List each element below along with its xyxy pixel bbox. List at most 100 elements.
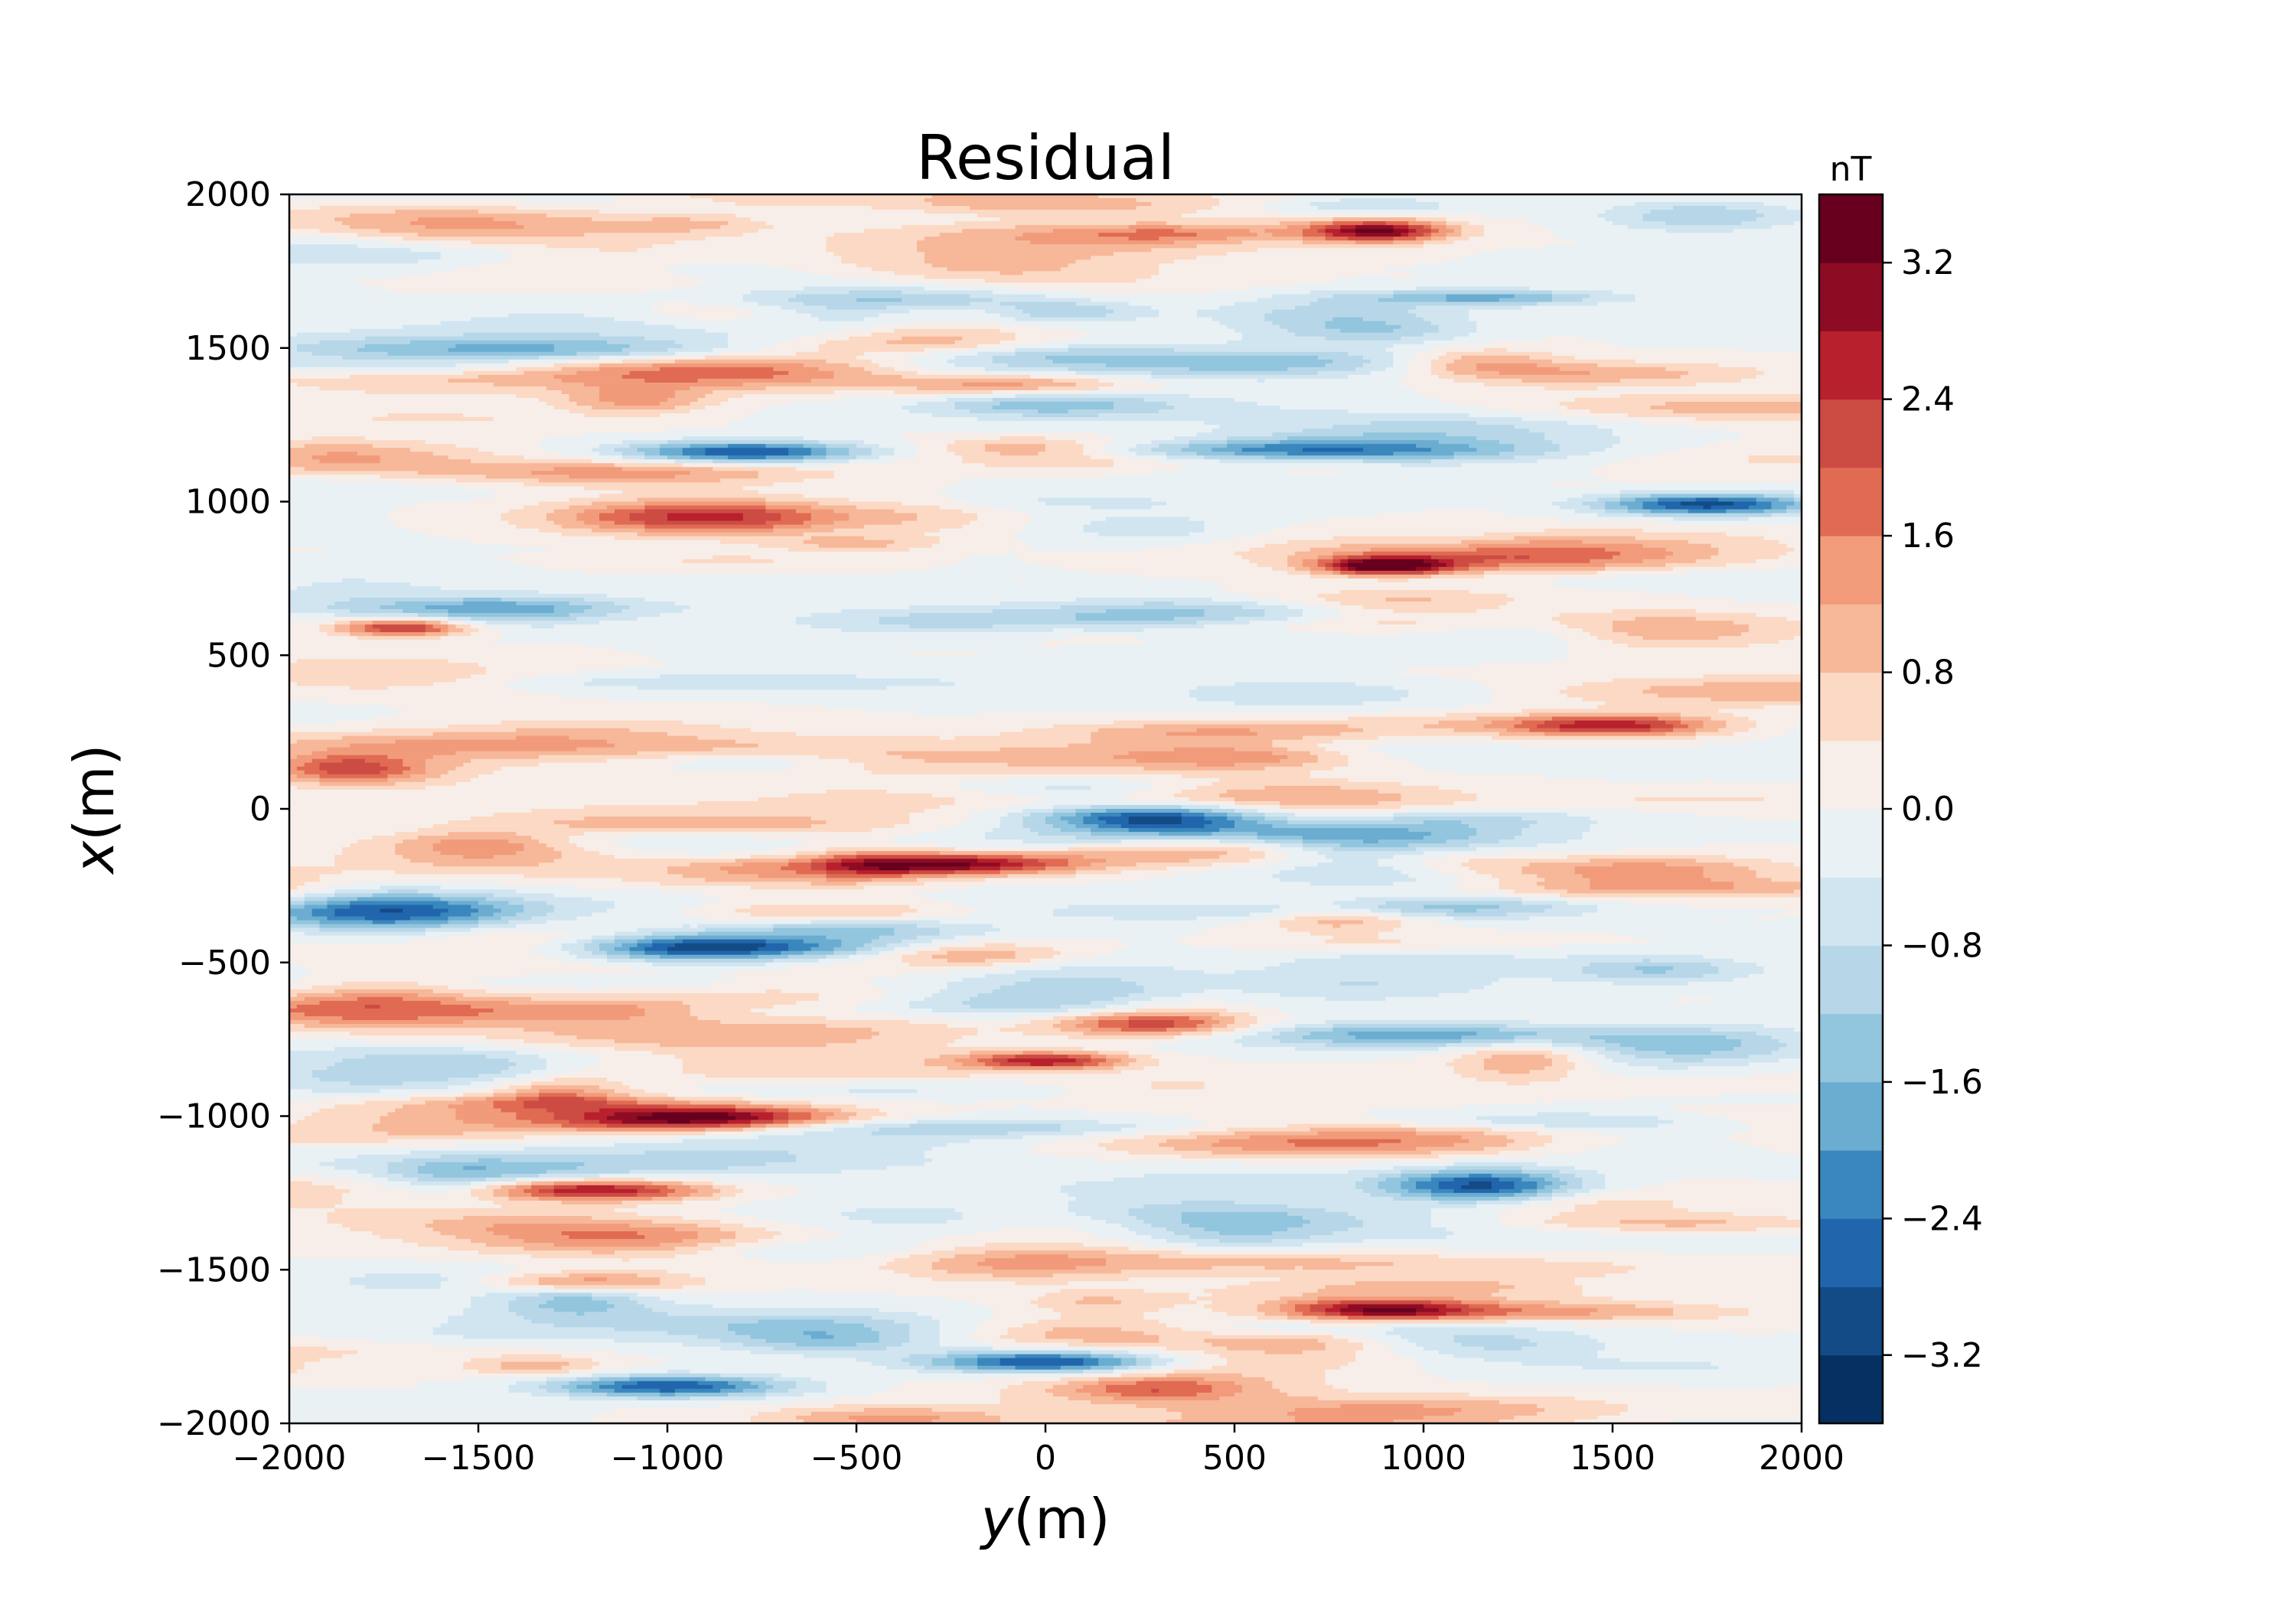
contour-cell bbox=[1325, 1373, 1432, 1378]
contour-cell bbox=[1537, 1032, 1757, 1036]
contour-cell bbox=[561, 1384, 578, 1390]
contour-cell bbox=[1143, 1312, 1228, 1317]
contour-cell bbox=[1408, 386, 1545, 391]
contour-cell bbox=[1469, 444, 1515, 448]
contour-cell bbox=[395, 843, 434, 848]
contour-cell bbox=[803, 444, 827, 448]
contour-cell bbox=[1786, 509, 1802, 514]
contour-cell bbox=[1597, 973, 1704, 979]
contour-cell bbox=[1280, 870, 1401, 875]
contour-cell bbox=[1438, 1254, 1802, 1259]
contour-cell bbox=[720, 225, 774, 230]
contour-cell bbox=[1128, 1054, 1152, 1059]
contour-cell bbox=[1249, 1028, 1273, 1032]
contour-cell bbox=[546, 912, 592, 918]
contour-cell bbox=[1597, 1169, 1802, 1175]
contour-cell bbox=[758, 797, 956, 802]
colorbar-band bbox=[1819, 536, 1883, 605]
contour-cell bbox=[1613, 621, 1734, 625]
contour-cell bbox=[1756, 724, 1795, 729]
contour-cell bbox=[1181, 1415, 1296, 1420]
contour-cell bbox=[826, 1384, 895, 1390]
contour-cell bbox=[1438, 1308, 1462, 1313]
contour-cell bbox=[289, 693, 563, 699]
contour-cell bbox=[599, 248, 638, 253]
contour-cell bbox=[1393, 355, 1417, 360]
contour-cell bbox=[1408, 1188, 1432, 1194]
contour-cell bbox=[690, 1012, 767, 1017]
contour-cell bbox=[289, 214, 351, 218]
contour-cell bbox=[1469, 859, 1590, 863]
contour-cell bbox=[417, 613, 449, 618]
contour-cell bbox=[516, 367, 563, 372]
contour-cell bbox=[667, 755, 820, 760]
contour-cell bbox=[1763, 536, 1802, 541]
contour-cell bbox=[818, 440, 865, 445]
contour-cell bbox=[289, 663, 479, 667]
contour-cell bbox=[1582, 1292, 1802, 1297]
contour-cell bbox=[1083, 448, 1107, 452]
contour-cell bbox=[508, 1277, 540, 1282]
contour-cell bbox=[1453, 908, 1477, 914]
contour-cell bbox=[1204, 1081, 1508, 1086]
contour-cell bbox=[584, 1112, 615, 1117]
contour-cell bbox=[1348, 351, 1394, 357]
contour-cell bbox=[977, 712, 1447, 718]
contour-cell bbox=[1688, 593, 1802, 598]
contour-cell bbox=[1287, 471, 1341, 475]
contour-cell bbox=[720, 973, 902, 979]
contour-cell bbox=[1151, 1043, 1243, 1048]
contour-cell bbox=[1159, 1047, 1296, 1051]
contour-cell bbox=[849, 758, 925, 764]
contour-cell bbox=[795, 843, 941, 848]
contour-cell bbox=[561, 532, 638, 537]
contour-cell bbox=[826, 820, 910, 825]
contour-cell bbox=[1499, 566, 1606, 572]
contour-cell bbox=[720, 1388, 744, 1393]
contour-cell bbox=[1544, 885, 1590, 890]
contour-cell bbox=[334, 855, 403, 859]
contour-cell bbox=[713, 1384, 736, 1390]
contour-cell bbox=[1613, 862, 1666, 867]
contour-cell bbox=[289, 1165, 335, 1171]
contour-cell bbox=[1309, 751, 1341, 756]
contour-cell bbox=[1521, 1177, 1545, 1182]
contour-cell bbox=[621, 347, 668, 353]
contour-cell bbox=[697, 905, 752, 910]
contour-cell bbox=[372, 632, 426, 637]
contour-cell bbox=[637, 1396, 691, 1401]
contour-cell bbox=[690, 275, 834, 280]
contour-cell bbox=[1763, 966, 1802, 971]
contour-cell bbox=[501, 1108, 547, 1113]
contour-cell bbox=[682, 939, 767, 944]
contour-cell bbox=[1748, 455, 1802, 460]
contour-cell bbox=[493, 1192, 510, 1198]
contour-cell bbox=[1430, 459, 1538, 464]
contour-cell bbox=[1401, 1169, 1440, 1175]
contour-cell bbox=[1325, 1380, 1492, 1386]
contour-cell bbox=[1325, 1285, 1515, 1289]
contour-cell bbox=[773, 482, 956, 487]
contour-cell bbox=[894, 1012, 1062, 1017]
contour-cell bbox=[1665, 1224, 1697, 1228]
contour-cell bbox=[1159, 409, 1349, 414]
contour-cell bbox=[516, 735, 570, 741]
contour-cell bbox=[1461, 878, 1500, 882]
contour-cell bbox=[856, 950, 880, 956]
contour-cell bbox=[750, 313, 812, 318]
contour-cell bbox=[621, 467, 713, 471]
contour-cell bbox=[947, 1220, 1107, 1224]
contour-cell bbox=[1287, 539, 1462, 545]
contour-cell bbox=[735, 1231, 781, 1236]
contour-cell bbox=[1771, 1051, 1802, 1055]
contour-cell bbox=[1106, 1250, 1182, 1255]
contour-cell bbox=[606, 1123, 721, 1129]
contour-cell bbox=[432, 824, 570, 829]
contour-cell bbox=[1703, 777, 1712, 783]
contour-cell bbox=[1106, 1388, 1152, 1393]
contour-cell bbox=[697, 1335, 752, 1340]
contour-cell bbox=[1015, 1354, 1062, 1359]
contour-cell bbox=[319, 340, 411, 345]
contour-cell bbox=[1120, 870, 1205, 875]
